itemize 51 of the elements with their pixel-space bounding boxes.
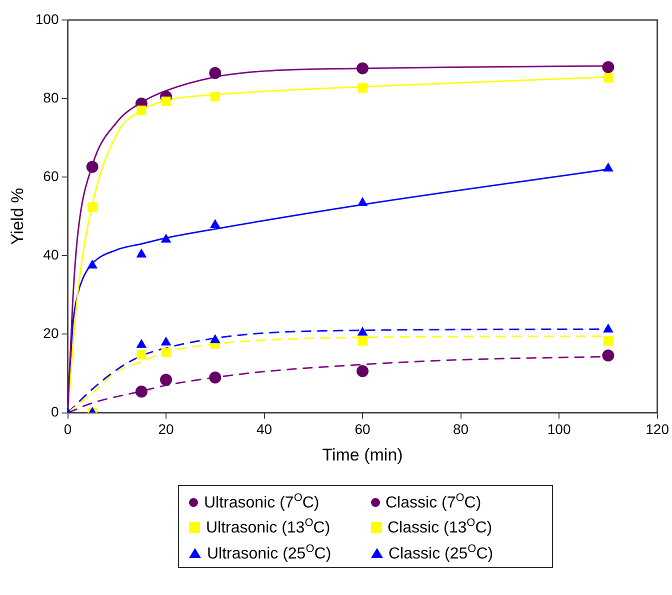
x-tick-label: 0 [64,421,72,438]
legend-label: Classic (7$^{O}$C) [386,492,482,512]
legend-label: Ultrasonic (13$^{O}$C) [206,517,330,538]
point [136,350,146,360]
y-tick-label: 20 [43,325,59,342]
x-tick-label: 120 [646,421,670,438]
point [136,106,146,116]
point [161,96,171,106]
point [136,249,146,258]
point [356,365,369,378]
legend-label: Ultrasonic (7$^{O}$C) [204,492,320,512]
point [603,73,613,82]
point [209,67,222,80]
point [135,386,148,398]
point [603,162,614,172]
y-tick-label: 100 [35,10,59,27]
x-tick-label: 40 [256,421,272,438]
point [358,198,368,206]
point [602,349,614,362]
y-tick-label: 60 [43,168,59,184]
point [87,260,98,268]
point [210,220,220,228]
point [358,336,368,346]
point [209,371,222,384]
legend-label: Classic (25$^{O}$C) [388,542,494,563]
x-tick-label: 80 [453,421,469,438]
legend-label: Ultrasonic (25$^{O}$C) [207,542,332,563]
point [161,336,171,346]
y-tick-label: 80 [43,89,59,106]
point [358,327,368,336]
point [358,83,368,93]
y-tick-label: 0 [50,404,59,420]
point [603,324,614,333]
x-tick-label: 100 [547,421,571,438]
point [603,336,613,346]
x-axis-title: Time (min) [322,445,403,464]
point [161,348,171,358]
point [210,92,220,102]
legend-label: Classic (13$^{O}$C) [388,517,492,538]
point [602,61,614,74]
point [160,374,172,386]
x-tick-label: 20 [158,421,174,438]
point [210,334,220,344]
x-tick-label: 60 [354,421,371,438]
point [356,62,369,74]
point [86,160,98,173]
point [136,339,146,348]
point [88,202,98,212]
point [161,234,171,243]
y-axis-title: Yield % [8,188,27,245]
y-tick-label: 40 [43,246,59,263]
